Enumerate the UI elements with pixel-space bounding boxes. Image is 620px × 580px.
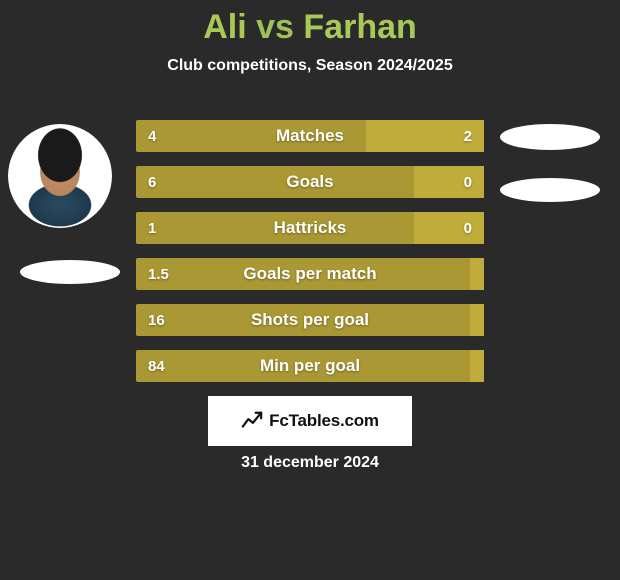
subtitle: Club competitions, Season 2024/2025 [0, 57, 620, 75]
player2-name-plate [500, 178, 600, 202]
chart-icon [241, 410, 263, 432]
player1-avatar-graphic [8, 124, 112, 228]
stat-label: Min per goal [136, 350, 484, 382]
stat-label: Goals per match [136, 258, 484, 290]
player1-name: Ali [203, 8, 246, 46]
vs-label: vs [256, 8, 294, 46]
player1-name-plate [20, 260, 120, 284]
stat-right-value: 0 [464, 166, 472, 198]
stat-right-value: 2 [464, 120, 472, 152]
stat-label: Goals [136, 166, 484, 198]
player2-avatar-placeholder [500, 124, 600, 150]
stat-label: Matches [136, 120, 484, 152]
watermark-text: FcTables.com [269, 411, 379, 431]
stat-row: 16Shots per goal [136, 304, 484, 336]
stat-row: 84Min per goal [136, 350, 484, 382]
player2-name: Farhan [303, 8, 416, 46]
comparison-title: Ali vs Farhan [0, 0, 620, 47]
player1-avatar [8, 124, 112, 228]
date-label: 31 december 2024 [0, 454, 620, 472]
stat-row: 4Matches2 [136, 120, 484, 152]
stat-row: 6Goals0 [136, 166, 484, 198]
stat-right-value: 0 [464, 212, 472, 244]
stat-row: 1Hattricks0 [136, 212, 484, 244]
stat-row: 1.5Goals per match [136, 258, 484, 290]
stat-label: Shots per goal [136, 304, 484, 336]
stat-bars: 4Matches2 6Goals0 1Hattricks0 1.5Goals per … [136, 120, 484, 396]
stat-label: Hattricks [136, 212, 484, 244]
watermark: FcTables.com [208, 396, 412, 446]
